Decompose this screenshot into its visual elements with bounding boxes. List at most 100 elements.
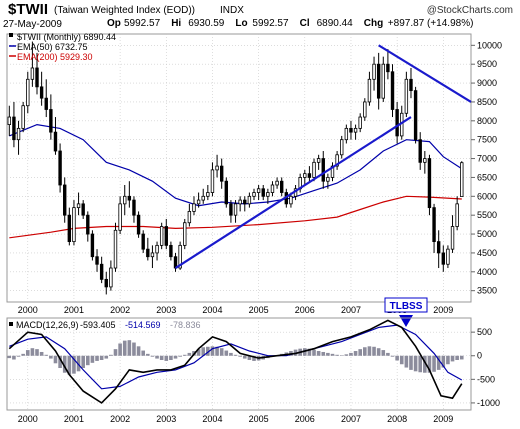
- macd-hist-bar: [413, 355, 418, 372]
- candle-down: [418, 139, 422, 163]
- candle-up: [252, 192, 256, 197]
- macd-hist-bar: [201, 347, 206, 356]
- macd-hist-bar: [335, 354, 339, 356]
- macd-hist-bar: [122, 340, 127, 356]
- macd-x-tick-label: 2004: [202, 414, 222, 424]
- tlbss-box: [384, 297, 428, 313]
- macd-hist-bar: [390, 355, 395, 357]
- candle-up: [26, 78, 30, 107]
- macd-hist-bar: [441, 355, 446, 368]
- macd-y-tick-label: 500: [477, 327, 492, 337]
- legend: $TWII (Monthly) 6890.44 EMA(50) 6732.75 …: [9, 32, 116, 62]
- macd-x-tick-label: 2005: [249, 414, 269, 424]
- macd-hist-bar: [95, 355, 99, 361]
- macd-hist-bar: [62, 355, 67, 373]
- candle-up: [30, 67, 35, 80]
- macd-hist-bar: [381, 350, 386, 356]
- macd-hist-bar: [423, 355, 427, 373]
- candle-up: [206, 192, 210, 197]
- quote-line: Op 5992.57 Hi 6930.59 Lo 5992.57 Cl 6890.44 Chg +…: [107, 18, 473, 29]
- macd-hist-bar: [395, 355, 399, 361]
- macd-hist-bar: [76, 355, 81, 372]
- macd-signal-line: [9, 324, 463, 390]
- macd-hist-bar: [339, 355, 344, 356]
- quote-value-chg: +897.87 (+14.98%): [388, 18, 474, 29]
- price-y-tick-label: 9500: [477, 59, 497, 69]
- macd-hist-bar: [169, 355, 173, 360]
- price-y-axis: 3500 4000 4500 5000 5500 6000 6500 7000 7500 8000…: [471, 40, 502, 296]
- macd-hist-bar: [450, 355, 455, 362]
- ema200-path: [9, 195, 462, 239]
- macd-hist-bar: [446, 355, 450, 365]
- candle-up: [358, 116, 362, 129]
- macd-hist-bar: [316, 351, 321, 356]
- macd-hist-bar: [187, 352, 192, 356]
- candle-up: [196, 199, 201, 205]
- price-y-tick-label: 3500: [477, 286, 497, 296]
- macd-hist-bar: [136, 346, 141, 356]
- macd-hist-bar: [44, 354, 49, 356]
- candle-down: [390, 71, 395, 110]
- macd-hist-bar: [229, 352, 233, 356]
- macd-hist-bar: [118, 343, 122, 356]
- candle-down: [436, 241, 441, 254]
- macd-hist-bar: [39, 351, 44, 356]
- candle-down: [413, 90, 418, 141]
- price-y-tick-label: 7500: [477, 135, 497, 145]
- quote-label-hi: Hi: [171, 18, 181, 29]
- candle-up: [372, 63, 376, 80]
- candle-up: [72, 207, 76, 243]
- candle-down: [395, 109, 399, 137]
- candle-up: [155, 244, 159, 254]
- candle-down: [95, 256, 99, 265]
- candle-up: [353, 127, 358, 133]
- price-y-tick-label: 8000: [477, 116, 497, 126]
- macd-x-tick-label: 2008: [387, 414, 407, 424]
- macd-hist-bar: [330, 353, 335, 356]
- price-x-tick-label: 2005: [249, 305, 269, 315]
- macd-hist-bar: [252, 355, 256, 361]
- candle-up: [233, 203, 238, 216]
- candle-down: [136, 214, 141, 235]
- trendline-1: [174, 116, 412, 269]
- price-x-tick-label: 2000: [18, 305, 38, 315]
- candle-up: [118, 203, 122, 231]
- candle-down: [132, 199, 136, 216]
- macd-hist-bar: [455, 355, 459, 360]
- macd-hist-bar: [376, 348, 381, 356]
- trendline-2: [378, 44, 472, 103]
- macd-hist-bar: [367, 346, 372, 356]
- candle-down: [307, 173, 312, 178]
- candle-up: [256, 188, 261, 193]
- macd-hist-bar: [224, 350, 229, 356]
- macd-hist-bar: [146, 353, 150, 356]
- exchange-label: INDX: [220, 5, 244, 16]
- macd-hist-bar: [409, 355, 413, 370]
- quote-value-lo: 5992.57: [252, 18, 289, 29]
- macd-hist-bar: [30, 348, 35, 356]
- macd-y-tick-label: 0: [477, 351, 482, 361]
- macd-hist-bar: [25, 350, 30, 356]
- candle-down: [432, 207, 436, 243]
- candle-down: [35, 67, 39, 88]
- macd-label: MACD(12,26,9): [16, 320, 79, 330]
- macd-hist-bar: [16, 355, 21, 357]
- macd-hist-bar: [72, 355, 76, 374]
- candle-up: [344, 127, 349, 141]
- candle-down: [376, 63, 381, 99]
- macd-x-tick-label: 2000: [18, 414, 38, 424]
- candle-down: [169, 244, 173, 258]
- copyright-label: @StockCharts.com: [427, 5, 513, 16]
- legend-ema50: EMA(50) 6732.75: [17, 42, 88, 52]
- quote-label-chg: Chg: [364, 18, 383, 29]
- ema200-line: [9, 195, 462, 239]
- candle-up: [266, 192, 270, 197]
- candle-down: [67, 214, 72, 243]
- price-y-tick-label: 8500: [477, 97, 497, 107]
- macd-hist-bar: [85, 355, 90, 366]
- candle-up: [159, 226, 164, 246]
- price-x-tick-label: 2009: [433, 305, 453, 315]
- price-x-tick-label: 2001: [64, 305, 84, 315]
- quote-value-hi: 6930.59: [188, 18, 225, 29]
- macd-hist-bar: [363, 347, 367, 356]
